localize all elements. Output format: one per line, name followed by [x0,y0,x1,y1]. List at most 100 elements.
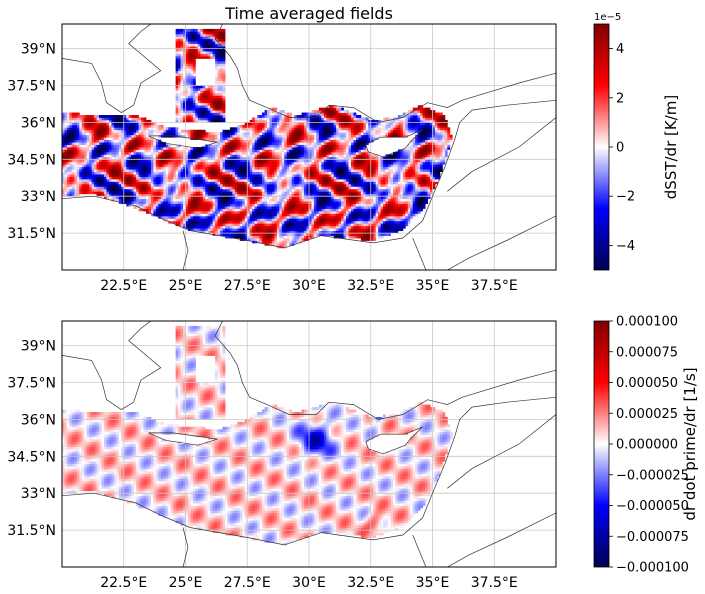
heatmap-cell [91,188,95,192]
heatmap-cell [222,117,226,121]
heatmap-cell [148,132,152,136]
heatmap-cell [121,129,125,133]
heatmap-cell [215,213,219,217]
heatmap-cell [313,201,317,204]
heatmap-cell [257,132,260,136]
heatmap-cell [309,233,312,236]
heatmap-cell [217,63,221,67]
heatmap-cell [138,127,142,131]
heatmap-cell [232,213,236,217]
heatmap-cell [71,191,75,195]
heatmap-cell [291,201,295,204]
heatmap-cell [200,85,204,89]
heatmap-cell [202,97,206,101]
heatmap-cell [178,183,181,187]
heatmap-cell [165,156,169,160]
heatmap-cell [108,178,112,182]
heatmap-cell [222,100,226,104]
heatmap-cell [262,169,265,172]
heatmap-cell [106,171,110,175]
heatmap-cell [64,188,68,192]
heatmap-cell [220,201,223,204]
heatmap-cell [271,127,275,131]
heatmap-cell [242,203,246,207]
heatmap-cell [141,174,144,177]
heatmap-cell [311,193,315,197]
heatmap-cell [229,142,233,145]
heatmap-cell [150,196,154,200]
heatmap-cell [210,102,214,106]
heatmap-cell [99,117,102,121]
heatmap-cell [91,151,95,155]
heatmap-cell [178,28,181,32]
heatmap-cell [200,31,204,35]
heatmap-cell [192,60,196,64]
heatmap-cell [131,188,135,192]
heatmap-cell [69,117,73,121]
heatmap-cell [247,220,251,224]
heatmap-cell [205,186,209,190]
heatmap-cell [291,230,295,234]
heatmap-cell [220,75,223,79]
heatmap-cell [131,129,135,133]
heatmap-cell [306,210,310,214]
heatmap-cell [301,156,305,160]
heatmap-cell [291,171,295,175]
heatmap-cell [99,174,102,177]
heatmap-cell [232,203,236,207]
heatmap-cell [121,139,125,143]
heatmap-cell [247,228,251,232]
heatmap-cell [237,225,241,229]
heatmap-cell [229,210,233,214]
heatmap-cell [153,161,157,165]
heatmap-cell [316,196,320,200]
heatmap-cell [190,220,194,224]
heatmap-cell [264,220,268,224]
heatmap-cell [267,164,270,168]
heatmap-cell [143,117,147,121]
heatmap-cell [289,242,293,246]
heatmap-cell [153,156,157,160]
heatmap-cell [183,36,186,40]
heatmap-cell [187,105,191,109]
heatmap-cell [145,127,149,131]
heatmap-cell [252,174,256,177]
heatmap-cell [207,46,211,49]
heatmap-cell [168,186,172,190]
heatmap-cell [227,156,231,160]
heatmap-cell [269,191,273,195]
heatmap-cell [279,201,283,204]
heatmap-cell [89,169,93,172]
heatmap-cell [291,181,295,185]
heatmap-cell [153,147,157,150]
heatmap-cell [306,176,310,180]
heatmap-cell [158,193,162,197]
heatmap-cell [271,225,275,229]
heatmap-cell [207,134,211,138]
heatmap-cell [276,124,280,128]
heatmap-cell [106,186,110,190]
heatmap-cell [64,159,68,163]
heatmap-cell [192,154,196,158]
heatmap-cell [313,193,317,197]
heatmap-cell [254,119,258,123]
heatmap-cell [190,156,194,160]
heatmap-cell [313,174,317,177]
heatmap-cell [229,201,233,204]
heatmap-cell [150,156,154,160]
heatmap-cell [202,191,206,195]
heatmap-cell [175,144,179,148]
heatmap-cell [247,139,251,143]
heatmap-cell [185,41,189,45]
heatmap-cell [257,134,260,138]
heatmap-cell [279,203,283,207]
heatmap-cell [222,225,226,229]
heatmap-cell [71,154,75,158]
heatmap-cell [222,176,226,180]
heatmap-cell [252,147,256,150]
heatmap-cell [133,134,137,138]
heatmap-cell [212,95,216,99]
heatmap-cell [234,164,238,168]
heatmap-cell [185,225,189,229]
heatmap-cell [222,137,226,141]
